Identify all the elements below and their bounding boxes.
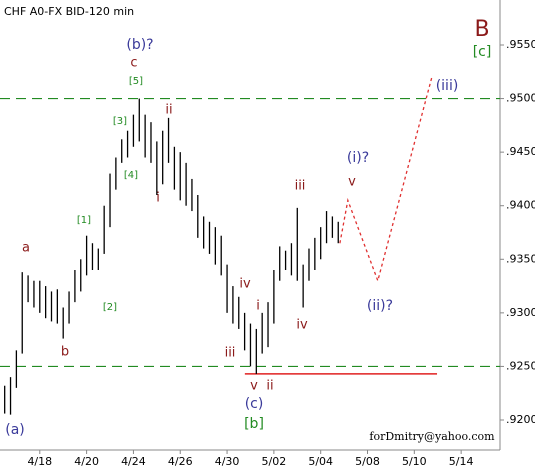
- wave-label: B: [474, 17, 489, 42]
- wave-label: [5]: [129, 76, 143, 87]
- footer: forDmitry@yahoo.com: [369, 430, 495, 443]
- wave-label: b: [61, 345, 69, 360]
- y-tick-label: .9550: [506, 38, 535, 51]
- wave-label: [4]: [124, 170, 138, 181]
- wave-label: iv: [296, 318, 308, 333]
- wave-label: iii: [295, 179, 306, 194]
- x-tick-label: 4/24: [121, 455, 146, 466]
- x-tick-label: 4/18: [27, 455, 52, 466]
- wave-label: a: [22, 241, 30, 256]
- wave-label: (c): [245, 396, 264, 412]
- y-tick-label: .9350: [506, 252, 535, 265]
- y-tick-label: .9450: [506, 145, 535, 158]
- wave-label: (b)?: [126, 37, 153, 53]
- wave-label: iv: [239, 277, 251, 292]
- wave-label: ii: [266, 379, 273, 394]
- projection-line: [339, 76, 433, 283]
- wave-label: [2]: [103, 302, 117, 313]
- x-tick-label: 5/02: [262, 455, 287, 466]
- wave-label: [1]: [77, 215, 91, 226]
- chart-title: CHF A0-FX BID-120 min: [4, 5, 134, 18]
- x-tick-label: 5/08: [355, 455, 380, 466]
- wave-label: i: [156, 191, 160, 206]
- wave-label: [3]: [113, 116, 127, 127]
- wave-label: (a): [5, 422, 25, 438]
- wave-label: v: [250, 379, 258, 394]
- y-tick-label: .9400: [506, 199, 535, 212]
- x-tick-label: 5/14: [449, 455, 474, 466]
- wave-label: [c]: [473, 44, 492, 60]
- wave-label: i: [256, 299, 260, 314]
- x-tick-label: 4/20: [74, 455, 99, 466]
- wave-label: [b]: [244, 416, 264, 432]
- x-tick-label: 5/10: [402, 455, 427, 466]
- y-tick-label: .9500: [506, 92, 535, 105]
- x-tick-label: 5/04: [308, 455, 333, 466]
- wave-label: (iii): [436, 78, 459, 94]
- wave-label: c: [130, 56, 137, 71]
- wave-label: ii: [165, 103, 172, 118]
- wave-label: iii: [225, 346, 236, 361]
- wave-label: v: [348, 175, 356, 190]
- wave-label: (i)?: [347, 150, 369, 166]
- wave-label: (ii)?: [367, 298, 393, 314]
- y-tick-label: .9250: [506, 359, 535, 372]
- y-tick-label: .9300: [506, 306, 535, 319]
- x-tick-label: 4/30: [215, 455, 240, 466]
- y-tick-label: .9200: [506, 413, 535, 426]
- x-tick-label: 4/26: [168, 455, 193, 466]
